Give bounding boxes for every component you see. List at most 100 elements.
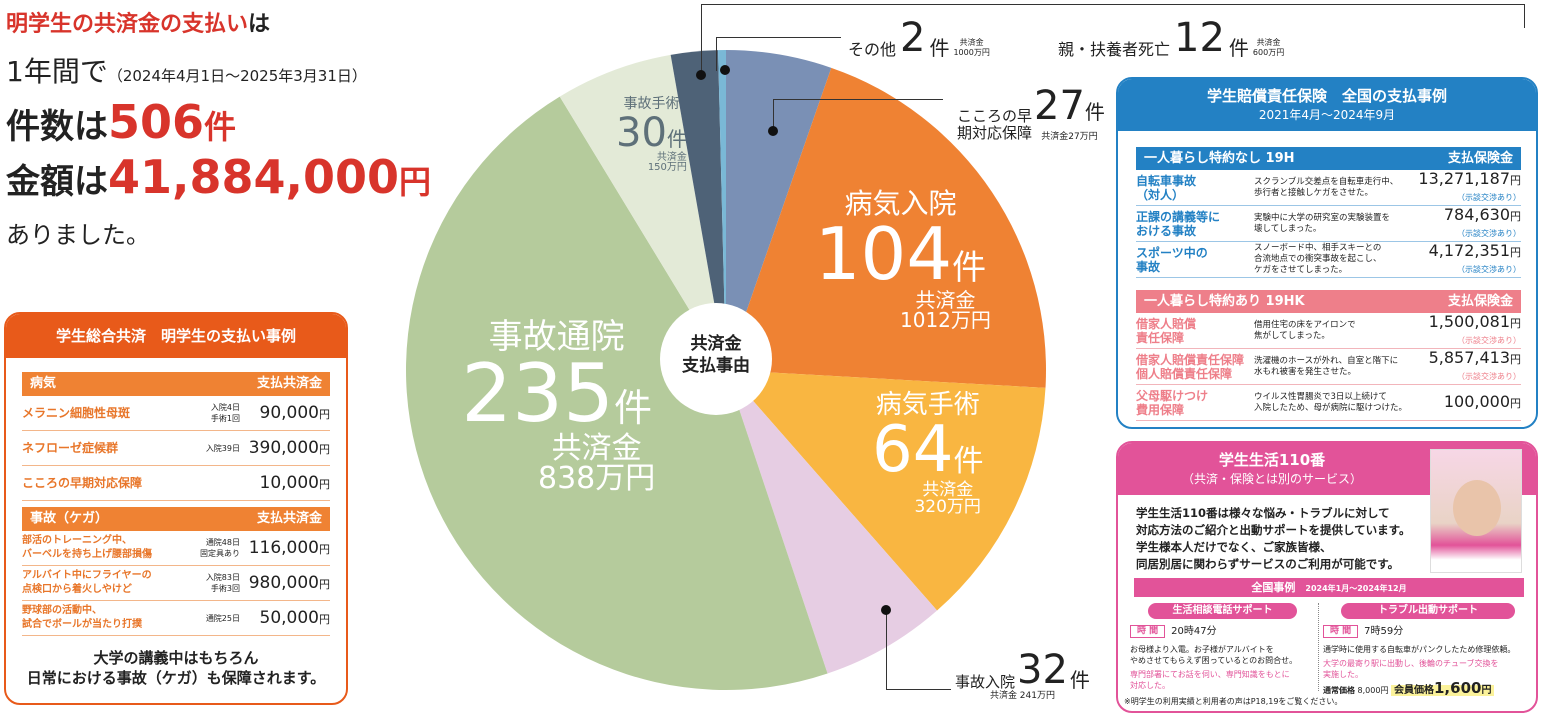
pie-slice-7 [718, 50, 726, 370]
case-name: 正課の講義等に おける事故 [1136, 210, 1254, 238]
case-note: 通院25日 [180, 613, 240, 624]
slice-value: 27 [1034, 83, 1085, 129]
desc-line: 水もれ被害を発生させた。 [1254, 366, 1357, 377]
amount-value: 100,000 [1443, 392, 1510, 411]
pie-slice-4 [405, 96, 828, 690]
case-text: やめさせてもらえず困っているとのお問合せ。 [1130, 656, 1298, 665]
slice-name: 病気手術 [875, 390, 980, 420]
person-photo [1453, 480, 1501, 536]
baisho-panel: 学生賠償責任保険 全国の支払事例 2021年4月～2024年9月 一人暮らし特約な… [1116, 77, 1538, 429]
desc-line: 同居別居に関わらずサービスのご利用が可能です。 [1136, 557, 1400, 571]
case-description: 実験中に大学の研究室の実験装置を 壊してしまった。 [1254, 213, 1411, 235]
table-row: 部活のトレーニング中、 バーベルを持ち上げ腰部損傷 通院48日 固定具あり 116,00… [22, 531, 330, 566]
headline-red: 明学生の共済金の支払い [6, 12, 249, 37]
slice-name: 親・扶養者死亡 [1058, 40, 1171, 59]
section-title: 一人暮らし特約あり 19HK [1144, 294, 1305, 309]
case-description: スノーボード中、相手スキーとの 合流地点での衝突事故を起こし、 ケガをさせてしまった… [1254, 243, 1411, 276]
desc-line: スノーボード中、相手スキーとの [1254, 243, 1382, 253]
slice-value: 30 [616, 110, 667, 156]
payout-amount: 13,271,187円 （示談交渉あり） [1411, 170, 1521, 206]
negotiation-note: （示談交渉あり） [1457, 335, 1521, 345]
unit: 件 [953, 444, 984, 479]
case-name-line: バーベルを持ち上げ腰部損傷 [22, 549, 152, 560]
service-description: 学生生活110番は様々な悩み・トラブルに対して 対応方法のご紹介と出動サポートを提… [1136, 505, 1411, 573]
desc-line: 実験中に大学の研究室の実験装置を [1254, 212, 1391, 223]
panel-header: 学生賠償責任保険 全国の支払事例 2021年4月～2024年9月 [1118, 79, 1536, 131]
slice-value: 32 [1017, 647, 1068, 693]
member-price: 会員価格1,600円 [1391, 681, 1495, 696]
label-kokoro: こころの早期対応保障 27件 共済金27万円 [948, 86, 1105, 142]
label-jiko-nyuin: 事故入院 32 件 共済金 241万円 [955, 650, 1090, 701]
slice-value: 235 [461, 347, 614, 440]
count-label: 件数は [6, 107, 108, 147]
member-price-value: 1,600 [1434, 679, 1482, 697]
time-value: 7時59分 [1364, 626, 1404, 637]
yen: 円 [1510, 397, 1521, 410]
center-line: 共済金 [690, 334, 742, 354]
time-label: 時 間 [1130, 625, 1166, 638]
panel-title: 学生生活110番 [1218, 451, 1326, 469]
yen: 円 [1510, 352, 1521, 366]
amount-value: 50,000 [259, 608, 319, 628]
col-header: 支払共済金 [256, 376, 322, 391]
case-name-line: 父母駆けつけ [1136, 388, 1209, 403]
slice-value: 64 [872, 413, 954, 487]
desc-line: スクランブル交差点を自転車走行中、 [1254, 176, 1399, 187]
note-line: 入院39日 [205, 443, 240, 453]
table-row: アルバイト中にフライヤーの 点検口から着火しやけど 入院83日 手術3回 980,000… [22, 566, 330, 601]
slice-value: 104 [814, 212, 953, 296]
negotiation-note: （示談交渉あり） [1457, 371, 1521, 381]
pie-slice-0 [726, 50, 832, 370]
negotiation-note: （示談交渉あり） [1457, 192, 1521, 202]
amount-value: 5,857,413 [1428, 347, 1510, 367]
center-line: 支払事由 [682, 356, 750, 376]
total-amount: 41,884,000 [108, 150, 400, 204]
amount-label: 共済金 [1256, 38, 1281, 47]
kyosai-panel: 学生総合共済 明学生の支払い事例 病気 支払共済金 メラニン細胞性母斑 入院4日 手術… [4, 312, 348, 705]
case-name-line: 部活のトレーニング中、 [22, 535, 132, 546]
leader-dot [720, 65, 730, 75]
case-name: 部活のトレーニング中、バーベルを持ち上げ腰部損傷 [22, 534, 180, 562]
footer-line: 大学の講義中はもちろん [93, 649, 259, 667]
slice-name: 事故入院 [955, 673, 1016, 691]
case-name-line: 事故 [1136, 259, 1161, 274]
yen: 円 [319, 408, 330, 421]
yen: 円 [319, 478, 330, 491]
case-text: 通学時に使用する自転車がパンクしたため修理依頼。 [1323, 645, 1516, 654]
unit: 件 [1069, 668, 1090, 692]
amount-unit: 円 [399, 163, 432, 201]
payout-amount: 50,000円 [240, 608, 330, 628]
normal-price-label: 通常価格 [1323, 686, 1355, 695]
case-name-line: 点検口から着火しやけど [22, 584, 132, 595]
negotiation-note: （示談交渉あり） [1457, 228, 1521, 238]
payout-amount: 100,000円 [1411, 393, 1521, 412]
table-row: ネフローゼ症候群 入院39日 390,000円 [22, 431, 330, 466]
count-unit: 件 [204, 108, 237, 146]
payout-amount: 116,000円 [240, 538, 330, 558]
amount-label: 金額は [6, 162, 108, 202]
label-byoki-shujutsu: 病気手術 64件 共済金 320万円 [872, 392, 983, 516]
table-header: 事故（ケガ） 支払共済金 [22, 507, 330, 531]
case-name: メラニン細胞性母斑 [22, 406, 131, 420]
case-name: ネフローゼ症候群 [22, 441, 119, 455]
case-name: 借家人賠償 責任保障 [1136, 317, 1254, 345]
table-row: 借家人賠償 責任保障 借用住宅の床をアイロンで 焦がしてしまった。 1,500,081円… [1136, 313, 1521, 349]
case-name-line: スポーツ中の [1136, 245, 1208, 260]
pie-center-label: 共済金 支払事由 [660, 303, 772, 415]
leader-line [716, 37, 717, 71]
amount-value: 13,271,187 [1418, 168, 1510, 188]
table-row: メラニン細胞性母斑 入院4日 手術1回 90,000円 [22, 396, 330, 431]
slice-amount: 320万円 [914, 497, 981, 517]
case-name-line: 正課の講義等に [1136, 209, 1221, 224]
pie-slice-1 [726, 67, 1047, 388]
label-byoki-nyuin: 病気入院 104件 共済金 1012万円 [810, 190, 991, 331]
divider [1318, 603, 1319, 691]
amount-label: 共済金 [656, 152, 687, 163]
section-title: 一人暮らし特約なし 19H [1144, 151, 1295, 166]
leader-dot [768, 126, 778, 136]
case-name-line: 試合でボールが当たり打撲 [22, 619, 142, 630]
time-value: 20時47分 [1171, 626, 1217, 637]
case-name-line: おける事故 [1136, 223, 1197, 238]
leader-dot [881, 605, 891, 615]
